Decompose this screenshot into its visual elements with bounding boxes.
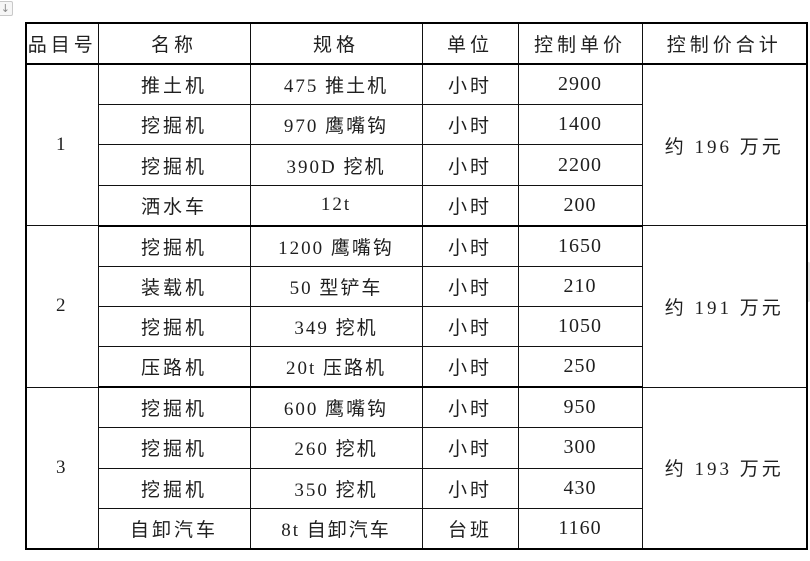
header-name: 名称 xyxy=(97,22,251,65)
cell-spec: 1200 鹰嘴钩 xyxy=(249,225,423,267)
cell-item-no: 2 xyxy=(25,225,99,388)
header-unit-price: 控制单价 xyxy=(517,22,643,65)
cell-price: 2900 xyxy=(517,63,643,105)
table-row: 挖掘机 970 鹰嘴钩 小时 1400 xyxy=(26,103,807,146)
cell-unit: 小时 xyxy=(421,305,519,348)
cell-spec: 260 挖机 xyxy=(249,427,423,469)
cell-name: 挖掘机 xyxy=(97,427,251,469)
cell-price: 950 xyxy=(517,386,643,429)
cell-unit: 小时 xyxy=(421,346,519,389)
cell-unit: 小时 xyxy=(421,427,519,469)
cell-unit: 小时 xyxy=(421,386,519,429)
table-row: 装载机 50 型铲车 小时 210 xyxy=(26,265,807,307)
cell-price: 210 xyxy=(517,265,643,307)
cell-spec: 8t 自卸汽车 xyxy=(249,507,423,550)
header-row: 品目号 名称 规格 单位 控制单价 控制价合计 xyxy=(25,22,808,65)
header-spec: 规格 xyxy=(249,22,423,65)
cell-name: 挖掘机 xyxy=(97,386,251,429)
cell-name: 挖掘机 xyxy=(97,225,251,267)
table-row: 洒水车 12t 小时 200 xyxy=(26,184,807,227)
cell-spec: 390D 挖机 xyxy=(249,144,423,186)
control-price-table: 品目号 名称 规格 单位 控制单价 控制价合计 1 推土机 475 推土机 小时… xyxy=(25,22,808,550)
page-edge-mark xyxy=(807,262,810,302)
cell-spec: 350 挖机 xyxy=(249,467,423,509)
header-total-price: 控制价合计 xyxy=(641,22,808,65)
cell-name: 挖掘机 xyxy=(97,103,251,146)
cell-name: 自卸汽车 xyxy=(97,507,251,550)
cell-name: 挖掘机 xyxy=(97,305,251,348)
cell-unit: 小时 xyxy=(421,144,519,186)
cell-price: 2200 xyxy=(517,144,643,186)
down-arrow-icon: ↓ xyxy=(0,2,10,15)
table-row: 压路机 20t 压路机 小时 250 xyxy=(26,346,807,389)
cell-name: 推土机 xyxy=(97,63,251,105)
cell-name: 挖掘机 xyxy=(97,467,251,509)
cell-spec: 20t 压路机 xyxy=(249,346,423,389)
table-row: 2 挖掘机 1200 鹰嘴钩 小时 1650 约 191 万元 xyxy=(25,225,808,388)
header-unit: 单位 xyxy=(421,22,519,65)
table-row: 挖掘机 350 挖机 小时 430 xyxy=(26,467,807,509)
cell-total: 约 193 万元 xyxy=(641,386,808,550)
cell-unit: 小时 xyxy=(421,63,519,105)
cell-name: 洒水车 xyxy=(97,184,251,227)
cell-name: 挖掘机 xyxy=(97,144,251,186)
cell-price: 200 xyxy=(517,184,643,227)
cell-item-no: 3 xyxy=(25,386,99,550)
cell-spec: 349 挖机 xyxy=(249,305,423,348)
cell-name: 装载机 xyxy=(97,265,251,307)
cell-spec: 12t xyxy=(249,184,423,227)
cell-total: 约 191 万元 xyxy=(641,225,808,388)
cell-price: 1400 xyxy=(517,103,643,146)
scroll-anchor-icon[interactable]: ↓ xyxy=(0,1,13,16)
cell-price: 1050 xyxy=(517,305,643,348)
cell-unit: 小时 xyxy=(421,225,519,267)
cell-spec: 600 鹰嘴钩 xyxy=(249,386,423,429)
header-item-no: 品目号 xyxy=(25,22,99,65)
cell-spec: 970 鹰嘴钩 xyxy=(249,103,423,146)
cell-spec: 50 型铲车 xyxy=(249,265,423,307)
cell-price: 430 xyxy=(517,467,643,509)
cell-unit: 小时 xyxy=(421,184,519,227)
cell-unit: 小时 xyxy=(421,103,519,146)
cell-price: 300 xyxy=(517,427,643,469)
cell-unit: 小时 xyxy=(421,467,519,509)
cell-price: 1160 xyxy=(517,507,643,550)
cell-unit: 小时 xyxy=(421,265,519,307)
cell-price: 1650 xyxy=(517,225,643,267)
cell-unit: 台班 xyxy=(421,507,519,550)
table-row: 挖掘机 390D 挖机 小时 2200 xyxy=(26,144,807,186)
cell-total: 约 196 万元 xyxy=(641,63,808,227)
cell-price: 250 xyxy=(517,346,643,389)
cell-name: 压路机 xyxy=(97,346,251,389)
table-row: 自卸汽车 8t 自卸汽车 台班 1160 xyxy=(26,507,807,550)
table-row: 挖掘机 260 挖机 小时 300 xyxy=(26,427,807,469)
table-row: 3 挖掘机 600 鹰嘴钩 小时 950 约 193 万元 xyxy=(25,386,808,550)
cell-item-no: 1 xyxy=(25,63,99,227)
table-row: 1 推土机 475 推土机 小时 2900 约 196 万元 xyxy=(25,63,808,227)
cell-spec: 475 推土机 xyxy=(249,63,423,105)
